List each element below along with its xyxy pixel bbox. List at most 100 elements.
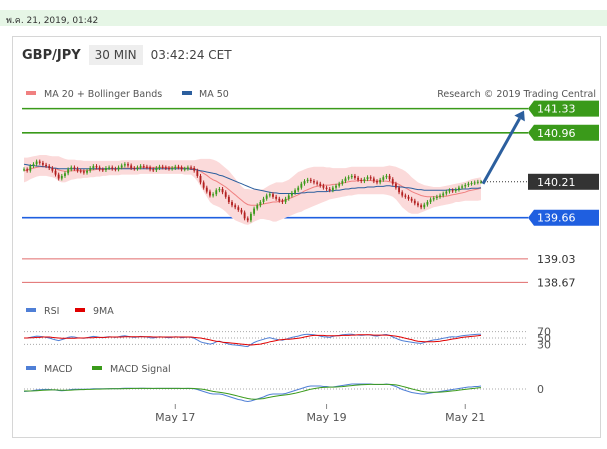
candle-body — [322, 185, 325, 188]
candle-body — [38, 161, 41, 163]
candle-body — [101, 169, 104, 171]
candle-body — [86, 170, 88, 173]
last-price-tag — [528, 173, 599, 190]
candle-body — [237, 207, 240, 210]
candle-body — [227, 196, 230, 203]
candle-body — [457, 187, 460, 190]
candle-body — [35, 161, 38, 165]
candle-body — [363, 179, 366, 182]
candle-body — [246, 218, 249, 221]
candle-body — [294, 190, 296, 193]
candle-body — [243, 212, 246, 219]
x-tick-label: May 19 — [306, 411, 346, 424]
candle-body — [366, 177, 369, 180]
macd-tick-0: 0 — [537, 383, 544, 396]
chart-header: GBP/JPY 30 MIN 03:42:24 CET — [22, 44, 232, 66]
candle-body — [360, 179, 363, 182]
candle-body — [287, 195, 290, 199]
candle-body — [41, 162, 44, 165]
last-price-label: 140.21 — [537, 176, 576, 189]
candle-body — [60, 175, 63, 179]
candle-body — [111, 167, 114, 169]
timestamp: พ.ค. 21, 2019, 01:42 — [6, 16, 99, 26]
candle-body — [268, 194, 271, 196]
candle-body — [215, 190, 218, 195]
candle-body — [454, 189, 457, 191]
candle-body — [413, 200, 416, 204]
candle-body — [417, 203, 419, 206]
level-label-2: 139.66 — [537, 212, 576, 225]
candle-body — [23, 169, 25, 171]
candle-body — [476, 181, 479, 183]
candle-body — [442, 193, 445, 196]
candle-body — [448, 190, 451, 192]
candle-body — [48, 166, 51, 169]
candle-body — [284, 198, 287, 203]
level-label-3: 139.03 — [537, 253, 576, 266]
candle-body — [300, 183, 303, 188]
candle-body — [325, 187, 328, 189]
candle-body — [218, 188, 221, 191]
candle-body — [379, 179, 382, 183]
candle-body — [319, 183, 322, 186]
candle-body — [180, 167, 183, 170]
candle-body — [382, 177, 385, 180]
candle-body — [205, 187, 208, 192]
candle-body — [231, 202, 233, 206]
candle-body — [353, 175, 356, 178]
candle-body — [57, 174, 60, 179]
candle-body — [297, 187, 300, 191]
candle-body — [316, 182, 319, 184]
candle-body — [385, 175, 388, 178]
candle-body — [114, 168, 117, 170]
candle-body — [313, 181, 315, 183]
candle-body — [82, 171, 85, 173]
candle-body — [108, 167, 111, 169]
candle-body — [369, 177, 372, 179]
candle-body — [152, 169, 155, 171]
candle-body — [79, 170, 82, 172]
candle-body — [388, 175, 391, 180]
candle-body — [404, 195, 407, 197]
rsi-legend-swatch — [26, 308, 36, 312]
candle-body — [265, 195, 268, 199]
candle-body — [193, 168, 196, 171]
candle-body — [164, 167, 167, 169]
level-label-0: 141.33 — [537, 103, 576, 116]
candle-body — [410, 198, 413, 201]
candle-body — [139, 166, 142, 168]
candle-body — [177, 166, 180, 168]
candle-body — [290, 192, 293, 196]
candle-body — [196, 170, 199, 176]
candle-body — [202, 182, 205, 188]
candle-body — [158, 166, 161, 169]
candles-group — [23, 159, 482, 223]
candle-body — [398, 187, 400, 193]
candle-body — [155, 168, 158, 171]
candle-body — [221, 188, 224, 193]
rsi-ma-legend-swatch — [75, 308, 85, 312]
level-label-4: 138.67 — [537, 276, 576, 289]
candle-body — [435, 196, 438, 199]
bollinger-band — [24, 155, 481, 225]
candle-body — [67, 169, 70, 174]
timeframe-button[interactable]: 30 MIN — [88, 45, 143, 65]
candle-body — [461, 186, 464, 188]
pair-title: GBP/JPY — [22, 47, 81, 63]
candle-body — [136, 167, 139, 169]
candle-body — [32, 164, 35, 167]
candle-body — [376, 181, 378, 183]
level-tag-2 — [528, 209, 599, 226]
candle-body — [29, 166, 32, 171]
level-label-1: 140.96 — [537, 127, 576, 140]
candle-body — [123, 164, 126, 166]
candle-body — [105, 168, 107, 171]
credit-text: Research © 2019 Trading Central — [437, 89, 596, 100]
rsi-ma-legend-label: 9MA — [93, 306, 114, 317]
candle-body — [407, 196, 410, 199]
rsi-tick-70: 70 — [537, 326, 551, 339]
candle-body — [253, 208, 256, 214]
rsi-tick-30: 30 — [537, 338, 551, 351]
candle-body — [473, 182, 476, 184]
candle-body — [117, 167, 120, 170]
